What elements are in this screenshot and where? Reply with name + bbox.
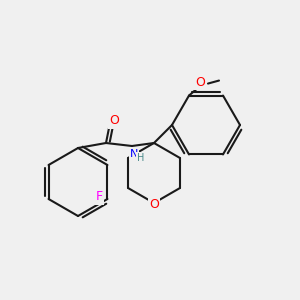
Text: N: N xyxy=(130,149,138,159)
Text: O: O xyxy=(195,76,205,89)
Text: O: O xyxy=(109,115,119,128)
Text: O: O xyxy=(149,199,159,212)
Text: F: F xyxy=(96,190,103,203)
Text: H: H xyxy=(137,153,145,163)
